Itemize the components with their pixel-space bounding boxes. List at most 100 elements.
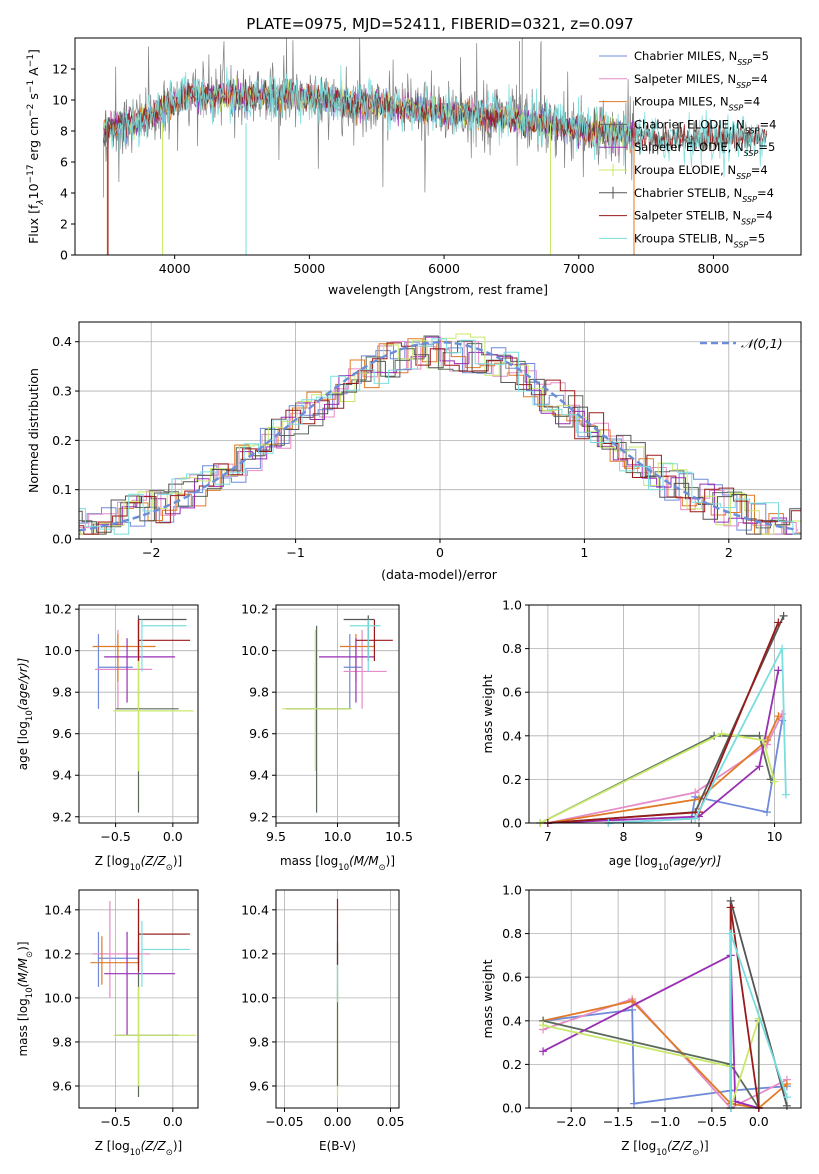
legend-label: Kroupa ELODIE, NSSP=4	[634, 163, 768, 181]
series-marker-chabrier_miles	[628, 1005, 637, 1014]
axes-frame	[78, 604, 199, 824]
spectrum-plot: 4000 5000 6000 7000 8000 0 2 4 6 8 10 12 wavelength …	[26, 37, 802, 297]
label-segment: )]	[173, 854, 182, 868]
legend-label: Salpeter STELIB, NSSP=4	[634, 209, 773, 227]
label-segment: age [log	[609, 854, 658, 868]
label-segment: 10	[656, 1148, 667, 1158]
series-marker-kroupa_stelib	[778, 644, 787, 653]
y-tick-label: 0.4	[52, 334, 72, 349]
histogram-salpeter_miles	[79, 341, 801, 535]
label-segment: Salpeter ELODIE, N	[634, 140, 744, 154]
label-segment: 10	[25, 987, 35, 998]
x-tick-label: −0.5	[697, 1114, 727, 1129]
series-marker-chabrier_stelib	[782, 1101, 791, 1110]
y-tick-label: 9.6	[52, 1078, 72, 1093]
label-segment: )]	[699, 1139, 708, 1153]
x-tick-label: −1.5	[603, 1114, 633, 1129]
x-tick-label: 9	[695, 829, 703, 844]
series-marker-kroupa_miles	[774, 712, 783, 721]
y-tick-label: 9.6	[249, 726, 269, 741]
model-spectrum-kroupa_stelib	[102, 65, 768, 178]
label-segment: Kroupa STELIB, N	[634, 231, 734, 245]
series-line-kroupa_stelib	[608, 648, 787, 824]
series-marker-salpeter_stelib	[726, 903, 735, 912]
series-marker-kroupa_miles	[782, 1080, 791, 1089]
spectrum-y-label: Flux [fλ10−17 erg cm−2 s−1 A−1]	[26, 49, 46, 244]
x-tick-label: 10.5	[385, 829, 413, 844]
x-tick-label: 8	[619, 829, 627, 844]
y-tick-label: 2	[60, 217, 68, 232]
series-marker-salpeter_stelib	[774, 618, 783, 627]
histogram-chabrier_stelib	[79, 340, 801, 535]
legend-label: 𝒩(0,1)	[741, 336, 783, 351]
histogram-steps	[79, 333, 801, 535]
label-segment: =5	[752, 49, 769, 63]
legend-label: Kroupa MILES, NSSP=4	[634, 95, 760, 113]
label-segment: (M/M	[349, 854, 379, 868]
y-tick-label: 9.8	[249, 685, 269, 700]
y-tick-label: 10.0	[241, 643, 269, 658]
y-tick-label: 0.3	[52, 384, 72, 399]
y-tick-label: 0.1	[52, 482, 72, 497]
mass_vs_ebv-x-label: E(B-V)	[319, 1139, 356, 1153]
legend-label: Salpeter MILES, NSSP=4	[634, 72, 768, 90]
label-segment: Kroupa MILES, N	[634, 95, 729, 109]
y-tick-label: 10.0	[44, 643, 72, 658]
x-tick-label: 0.0	[163, 829, 183, 844]
series-marker-kroupa_elodie	[770, 777, 779, 786]
y-tick-label: 10.2	[44, 602, 72, 617]
label-segment: age [log	[16, 721, 30, 770]
label-segment: Chabrier MILES, N	[634, 49, 737, 63]
series-marker-salpeter_elodie	[774, 666, 783, 675]
axes-frame	[275, 889, 400, 1109]
series-marker-chabrier_miles	[630, 1099, 639, 1108]
x-tick-label: 0	[436, 545, 444, 560]
series-line-salpeter_miles	[547, 713, 783, 824]
series-marker-chabrier_stelib	[779, 611, 788, 620]
y-tick-label: 9.2	[249, 809, 269, 824]
series-line-salpeter_elodie	[547, 670, 780, 824]
y-tick-label: 1.0	[502, 598, 522, 613]
label-segment: ⊙	[379, 863, 386, 873]
y-tick-label: 10	[52, 93, 68, 108]
label-segment: ⊙	[25, 951, 35, 958]
y-tick-label: 0.2	[502, 1057, 522, 1072]
y-tick-label: 10.2	[241, 602, 269, 617]
label-segment: )]	[16, 941, 30, 950]
gaussian-reference-curve	[79, 340, 799, 532]
label-segment: =4	[756, 209, 773, 223]
label-segment: =5	[758, 140, 775, 154]
mass_vs_Z-y-label: mass [log10(M/M⊙)]	[16, 941, 35, 1056]
y-tick-label: 9.6	[52, 726, 72, 741]
label-segment: Z [log	[95, 854, 130, 868]
x-tick-label: 10.0	[324, 829, 352, 844]
y-tick-label: 12	[52, 62, 68, 77]
age_vs_Z-y-label: age [log10(age/yr)]	[16, 657, 35, 770]
x-tick-label: 7000	[563, 261, 595, 276]
series-line-chabrier_stelib	[547, 615, 785, 824]
y-tick-label: 1.0	[502, 883, 522, 898]
weight_vs_age-x-label: age [log10(age/yr)]	[609, 854, 722, 873]
mass-weight-vs-metallicity-plot: −2.0 −1.5 −1.0 −0.5 0.0 0.0 0.2 0.4 0.6 0.8 1.0 Z […	[480, 883, 802, 1158]
label-segment: Flux [f	[26, 204, 41, 244]
age-vs-metallicity-plot: −0.5 0.09.29.49.69.810.010.2Z [log10(Z/Z⊙…	[16, 602, 199, 873]
y-tick-label: 0.2	[52, 433, 72, 448]
label-segment: Chabrier ELODIE, N	[634, 117, 745, 131]
y-tick-label: 0.8	[502, 926, 522, 941]
label-segment: (age/yr)]	[16, 657, 30, 710]
label-segment: −2	[26, 104, 36, 117]
y-tick-label: 10.4	[241, 902, 269, 917]
x-tick-label: 1	[580, 545, 588, 560]
y-tick-label: 9.6	[249, 1078, 269, 1093]
label-segment: SSP	[734, 240, 749, 249]
histogram-chabrier_elodie	[79, 335, 801, 535]
y-tick-label: 4	[60, 186, 68, 201]
label-segment: 10	[130, 863, 141, 873]
label-segment: SSP	[745, 126, 760, 135]
axes-frame	[528, 889, 802, 1109]
label-segment: =4	[757, 186, 774, 200]
series-marker-chabrier_elodie	[755, 731, 764, 740]
label-segment: Z [log	[621, 1139, 656, 1153]
label-segment: Salpeter MILES, N	[634, 72, 736, 86]
